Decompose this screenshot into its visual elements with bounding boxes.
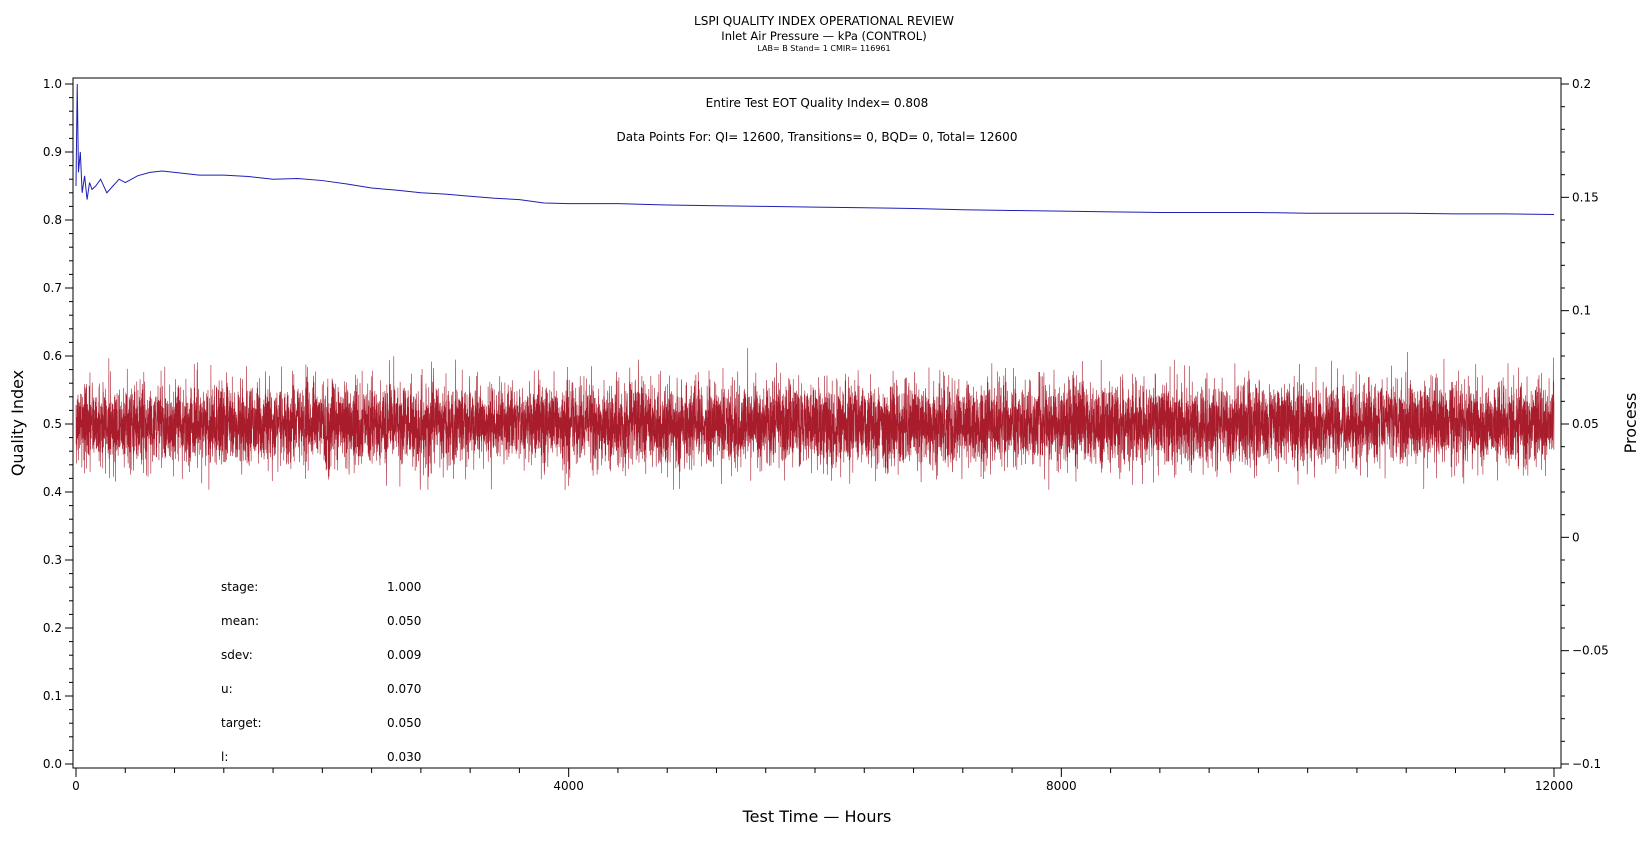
stat-value: 0.050 [387,614,421,628]
y-left-tick-label: 0.6 [43,349,62,363]
x-tick-label: 4000 [553,779,584,793]
series-process [75,347,1555,490]
y-axis-left: 0.0 0.1 0.2 0.3 0.4 0.5 0.6 0.7 0.8 0.9 1.0 [43,77,73,771]
stat-label: u: [221,682,233,696]
stat-value: 0.009 [387,648,421,662]
x-axis: 0 4000 8000 12000 [72,768,1573,793]
stats-table: stage: 1.000 mean: 0.050 sdev: 0.009 u: 0.070 ta… [221,580,421,764]
y-axis-left-title: Quality Index [8,370,27,476]
stat-label: l: [221,750,228,764]
y-right-tick-label: 0.1 [1572,304,1591,318]
x-tick-label: 12000 [1535,779,1573,793]
x-tick-label: 8000 [1046,779,1077,793]
y-left-tick-label: 0.7 [43,281,62,295]
chart-subtitle: Inlet Air Pressure — kPa (CONTROL) [721,29,926,43]
y-left-tick-label: 0.9 [43,145,62,159]
stat-value: 0.070 [387,682,421,696]
y-left-tick-label: 0.8 [43,213,62,227]
y-axis-right-title: Process [1621,393,1640,454]
plot-frame [72,77,1562,769]
quality-index-line [75,83,1555,216]
y-right-tick-label: 0.2 [1572,77,1591,91]
chart-title: LSPI QUALITY INDEX OPERATIONAL REVIEW [694,14,954,28]
annotation-quality-index: Entire Test EOT Quality Index= 0.808 [706,96,929,110]
y-right-tick-label: 0.05 [1572,417,1599,431]
y-right-tick-label: −0.05 [1572,644,1609,658]
y-left-tick-label: 0.3 [43,553,62,567]
y-left-tick-label: 0.4 [43,485,62,499]
series-quality-index [75,83,1555,216]
y-right-tick-label: 0 [1572,530,1580,544]
chart-subsubtitle: LAB= B Stand= 1 CMIR= 116961 [757,44,890,53]
y-left-tick-label: 0.0 [43,757,62,771]
stat-label: stage: [221,580,258,594]
annotation-data-points: Data Points For: QI= 12600, Transitions=… [617,130,1018,144]
y-left-tick-label: 0.5 [43,417,62,431]
stat-label: target: [221,716,262,730]
y-left-tick-label: 0.1 [43,689,62,703]
stat-value: 0.030 [387,750,421,764]
stat-value: 1.000 [387,580,421,594]
y-left-tick-label: 0.2 [43,621,62,635]
y-right-tick-label: 0.15 [1572,190,1599,204]
y-left-tick-label: 1.0 [43,77,62,91]
process-line [75,347,1555,490]
x-axis-title: Test Time — Hours [742,807,892,826]
y-right-tick-label: −0.1 [1572,757,1601,771]
stat-label: sdev: [221,648,253,662]
x-tick-label: 0 [72,779,80,793]
stat-label: mean: [221,614,259,628]
y-axis-right: −0.1 −0.05 0 0.05 0.1 0.15 0.2 [1561,77,1609,771]
stat-value: 0.050 [387,716,421,730]
